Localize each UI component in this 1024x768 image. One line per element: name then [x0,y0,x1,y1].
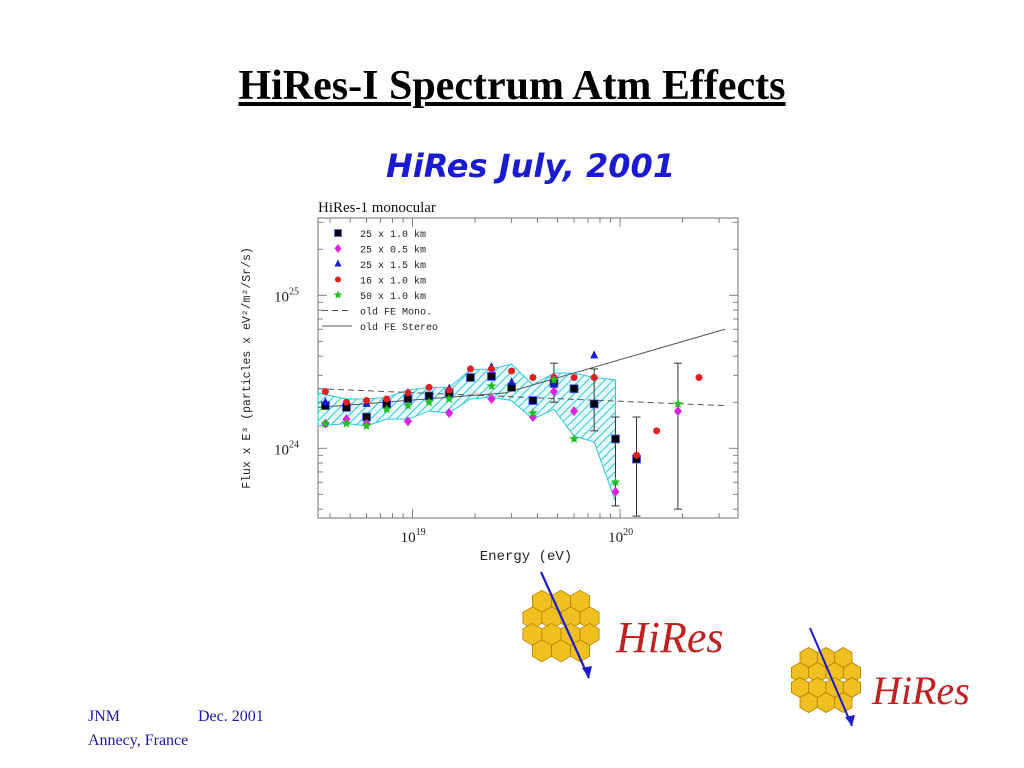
legend-entry: 25 x 0.5 km [334,244,426,257]
data-point-star [569,434,579,443]
data-point-star [403,400,413,410]
chart-subtitle: HiRes-1 monocular [318,200,436,216]
data-point-circle [342,398,350,406]
series-line-1 [317,328,726,408]
series-line-0 [317,388,725,407]
legend-entry: 16 x 1.0 km [335,276,426,288]
data-point-diamond [487,393,496,404]
data-point-triangle [590,350,599,359]
hexagon-detector-logo [522,589,600,663]
legend-marker [335,276,341,283]
legend-entry: 50 x 1.0 km [333,290,426,303]
legend-entry: 25 x 1.0 km [334,229,426,241]
legend-marker [334,244,342,253]
arrow-icon [539,571,591,679]
data-point-circle [321,387,329,395]
legend-label: 50 x 1.0 km [360,291,426,303]
data-point-square [611,434,620,444]
footer-date: Dec. 2001 [198,708,264,725]
data-point-triangle [321,397,330,406]
data-point-circle [653,427,661,435]
data-point-square [589,399,599,409]
legend: 25 x 1.0 km 25 x 0.5 km 25 x 1.5 km 16 x 1.… [322,229,438,334]
arrow-icon [809,627,853,727]
chart-heading: HiRes July, 2001 [386,147,676,185]
data-point-star [486,381,497,391]
legend-marker [334,259,342,267]
data-point-diamond [445,407,454,418]
hires-logo-large: HiRes [522,571,724,679]
y-axis-label: Flux x E³ (particles x eV²/m²/Sr/s) [241,247,254,489]
data-point-star [341,418,352,428]
logo-text: HiRes [871,668,970,713]
data-point-star [528,408,538,417]
data-point-circle [404,389,412,397]
arrow-head-icon [845,715,855,726]
logo-text: HiRes [615,613,724,662]
data-point-star [424,397,434,407]
data-point-star [610,477,621,487]
legend-label: 25 x 1.0 km [360,229,426,241]
data-point-circle [508,367,516,375]
data-point-star [673,398,683,408]
data-point-diamond [673,406,682,417]
y-tick-label: 1024 [274,439,299,458]
legend-marker [334,229,342,237]
arrow-head-icon [582,666,592,678]
footer-author: JNM [88,708,121,725]
data-point-circle [363,397,371,405]
data-point-circle [529,374,537,382]
data-point-diamond [403,416,412,427]
legend-label: old FE Stereo [360,322,438,334]
data-point-circle [695,374,703,382]
legend-entry: 25 x 1.5 km [334,259,426,272]
legend-label: 16 x 1.0 km [360,276,426,288]
data-point-circle [466,365,474,373]
legend-label: 25 x 0.5 km [360,245,426,257]
hires-logo-small: HiRes [791,627,970,727]
data-point-circle [383,395,391,403]
data-point-square [569,384,579,394]
data-point-diamond [570,406,579,417]
legend-marker [333,290,343,299]
data-point-square [528,396,538,405]
data-point-triangle [507,377,516,386]
hexagon-detector-logo [791,647,861,713]
x-axis-label: Energy (eV) [480,549,572,565]
x-tick-label: 1019 [401,527,426,546]
legend-label: 25 x 1.5 km [360,260,426,272]
x-tick-label: 1020 [608,527,633,546]
data-point-star [320,418,331,428]
data-point-circle [590,374,598,382]
data-point-diamond [549,386,558,397]
data-point-circle [425,383,433,391]
data-point-square [466,373,475,382]
data-point-circle [570,374,578,382]
data-point-star [381,404,392,414]
data-point-circle [487,365,495,373]
data-point-square [487,371,496,381]
data-point-triangle [549,379,558,388]
legend-entry: old FE Mono. [322,307,432,319]
legend-entry: old FE Stereo [322,322,438,334]
legend-label: old FE Mono. [360,307,432,319]
data-point-diamond [611,486,620,497]
data-point-star [444,394,454,403]
data-point-circle [633,451,641,459]
data-point-circle [445,386,453,394]
slide-title: HiRes-I Spectrum Atm Effects [238,63,786,109]
data-point-star [361,420,372,430]
data-point-star [549,374,559,384]
plot-frame [317,217,739,519]
y-tick-label: 1025 [274,286,299,305]
footer-location: Annecy, France [88,732,189,749]
